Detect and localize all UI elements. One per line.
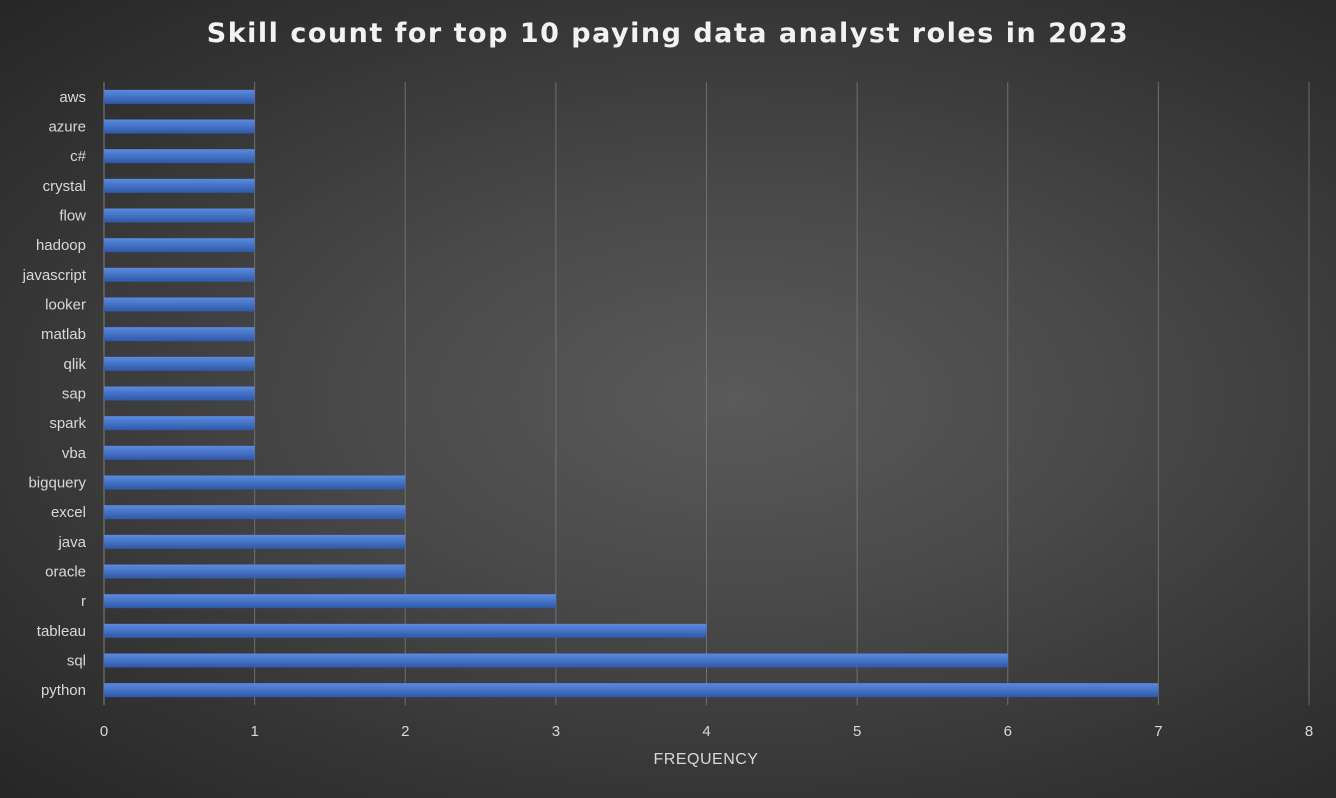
y-tick-label-excel: excel (51, 504, 86, 521)
x-tick-label-2: 2 (401, 723, 409, 740)
y-tick-label-javascript: javascript (22, 267, 87, 284)
bar-matlab (104, 327, 255, 342)
x-tick-label-4: 4 (702, 723, 710, 740)
y-tick-label-c: c# (70, 148, 87, 165)
y-tick-label-sql: sql (67, 653, 86, 670)
bar-oracle (104, 564, 406, 579)
chart-title: Skill count for top 10 paying data analy… (206, 18, 1130, 49)
y-tick-label-qlik: qlik (63, 356, 86, 373)
bar-vba (104, 445, 255, 460)
bar-sql (104, 653, 1008, 668)
y-tick-label-vba: vba (62, 445, 87, 462)
bar-python (104, 683, 1159, 698)
bar-azure (104, 119, 255, 134)
x-tick-label-0: 0 (100, 723, 108, 740)
bar-r (104, 594, 556, 609)
y-tick-label-matlab: matlab (41, 326, 86, 343)
bar-c (104, 149, 255, 164)
x-tick-label-8: 8 (1305, 723, 1313, 740)
y-tick-label-python: python (41, 682, 86, 699)
y-tick-label-aws: aws (59, 89, 86, 106)
bar-crystal (104, 178, 255, 193)
x-tick-label-3: 3 (552, 723, 560, 740)
x-tick-label-7: 7 (1154, 723, 1162, 740)
y-tick-label-bigquery: bigquery (28, 475, 86, 492)
x-axis-title: FREQUENCY (653, 751, 759, 768)
bar-qlik (104, 356, 255, 371)
y-tick-label-java: java (57, 534, 86, 551)
y-tick-label-sap: sap (62, 386, 86, 403)
y-tick-label-oracle: oracle (45, 564, 86, 581)
bar-looker (104, 297, 255, 312)
bar-spark (104, 416, 255, 431)
y-tick-label-hadoop: hadoop (36, 237, 86, 254)
bar-tableau (104, 623, 707, 638)
bar-flow (104, 208, 255, 223)
bar-excel (104, 505, 406, 520)
bar-hadoop (104, 238, 255, 253)
y-tick-label-r: r (81, 593, 86, 610)
bar-aws (104, 89, 255, 104)
bar-sap (104, 386, 255, 401)
y-tick-label-spark: spark (49, 415, 86, 432)
y-tick-label-azure: azure (48, 119, 86, 136)
y-tick-label-flow: flow (59, 208, 86, 225)
y-tick-label-looker: looker (45, 297, 86, 314)
x-tick-label-6: 6 (1004, 723, 1012, 740)
bar-javascript (104, 267, 255, 282)
bar-java (104, 534, 406, 549)
y-tick-label-crystal: crystal (43, 178, 86, 195)
x-tick-label-1: 1 (250, 723, 258, 740)
y-tick-label-tableau: tableau (37, 623, 86, 640)
bar-bigquery (104, 475, 406, 490)
x-tick-label-5: 5 (853, 723, 861, 740)
